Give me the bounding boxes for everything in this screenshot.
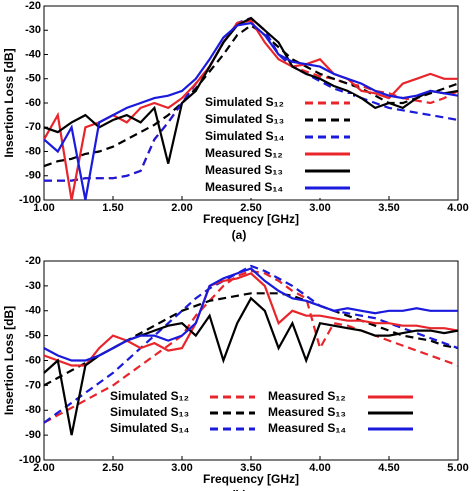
legend-label: Measured S₁₄ [205, 180, 283, 194]
y-tick-label: -70 [25, 121, 41, 133]
caption: (b) [231, 488, 246, 491]
x-tick-label: 3.50 [240, 462, 261, 474]
y-tick-label: -60 [25, 97, 41, 109]
legend-label: Measured S₁₂ [268, 389, 346, 403]
y-tick-label: -40 [25, 48, 41, 60]
legend-label: Measured S₁₃ [268, 405, 346, 419]
series-line [44, 267, 458, 362]
x-tick-label: 4.00 [447, 202, 468, 214]
legend-label: Measured S₁₄ [268, 421, 346, 435]
x-tick-label: 2.00 [171, 202, 192, 214]
x-tick-label: 3.50 [378, 202, 399, 214]
y-tick-label: -20 [25, 255, 41, 267]
x-tick-label: 3.00 [309, 202, 330, 214]
x-tick-label: 4.00 [309, 462, 330, 474]
caption: (a) [232, 228, 247, 242]
series-line [44, 272, 458, 367]
y-tick-label: -20 [25, 0, 41, 12]
y-tick-label: -50 [25, 330, 41, 342]
x-axis-label: Frequency [GHz] [203, 212, 299, 226]
legend-label: Simulated S₁₃ [205, 112, 284, 126]
y-tick-label: -80 [25, 145, 41, 157]
x-axis-label: Frequency [GHz] [203, 472, 299, 486]
y-tick-label: -90 [25, 170, 41, 182]
series-line [44, 16, 458, 164]
y-tick-label: -90 [25, 429, 41, 441]
legend-label: Simulated S₁₂ [110, 389, 189, 403]
x-tick-label: 5.00 [447, 462, 468, 474]
x-tick-label: 2.00 [33, 462, 54, 474]
y-axis-label: Insertion Loss [dB] [2, 48, 16, 157]
legend-label: Simulated S₁₄ [110, 421, 190, 435]
y-tick-label: -30 [25, 24, 41, 36]
legend-label: Simulated S₁₃ [110, 405, 189, 419]
series-line [44, 21, 458, 200]
y-tick-label: -100 [19, 454, 41, 466]
y-tick-label: -80 [25, 404, 41, 416]
legend-box [205, 94, 353, 198]
y-tick-label: -70 [25, 379, 41, 391]
series-line [44, 269, 458, 424]
x-tick-label: 2.50 [102, 462, 123, 474]
legend-label: Measured S₁₃ [205, 163, 283, 177]
y-tick-label: -40 [25, 305, 41, 317]
y-tick-label: -30 [25, 280, 41, 292]
y-tick-label: -60 [25, 354, 41, 366]
legend-label: Measured S₁₂ [205, 146, 283, 160]
x-tick-label: 2.50 [240, 202, 261, 214]
x-tick-label: 1.00 [33, 202, 54, 214]
x-tick-label: 3.00 [171, 462, 192, 474]
series-line [44, 264, 458, 424]
y-tick-label: -50 [25, 73, 41, 85]
x-tick-label: 4.50 [378, 462, 399, 474]
y-axis-label: Insertion Loss [dB] [2, 306, 16, 415]
x-tick-label: 1.50 [102, 202, 123, 214]
legend-label: Simulated S₁₂ [205, 95, 284, 109]
legend-label: Simulated S₁₄ [205, 129, 285, 143]
y-tick-label: -100 [19, 194, 41, 206]
